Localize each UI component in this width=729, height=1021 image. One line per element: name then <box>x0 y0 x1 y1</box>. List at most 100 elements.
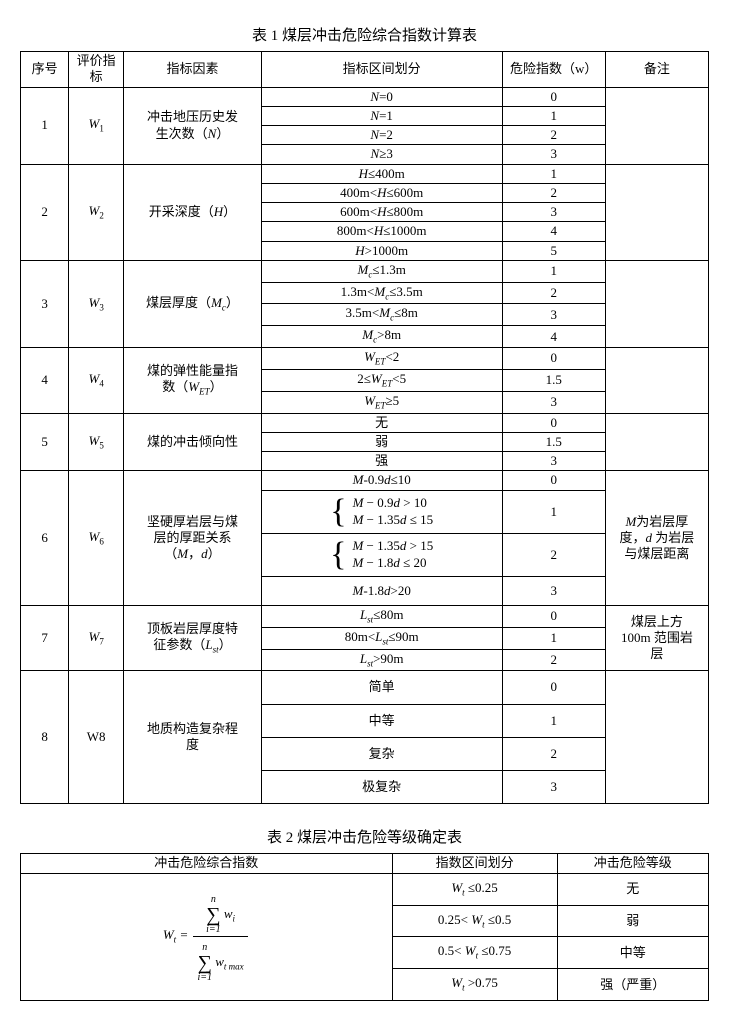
idx: 1 <box>502 106 605 125</box>
note-5 <box>605 413 708 471</box>
seq-1: 1 <box>21 87 69 164</box>
factor-6: 坚硬厚岩层与煤层的厚距关系（M，d） <box>124 471 262 606</box>
metric-6: W6 <box>69 471 124 606</box>
metric-2: W2 <box>69 164 124 260</box>
idx: 3 <box>502 304 605 326</box>
th-interval: 指标区间划分 <box>261 52 502 88</box>
seq-8: 8 <box>21 671 69 804</box>
idx: 1.5 <box>502 369 605 391</box>
metric-4: W4 <box>69 348 124 414</box>
iv: 简单 <box>261 671 502 704</box>
table2: 冲击危险综合指数 指数区间划分 冲击危险等级 Wt = n ∑ i=1 wi <box>20 853 709 1001</box>
iv: Mc>8m <box>261 326 502 348</box>
factor-8: 地质构造复杂程度 <box>124 671 262 804</box>
iv: 80m<Lst≤90m <box>261 627 502 649</box>
note-2 <box>605 164 708 260</box>
t2-lv: 强（严重） <box>557 969 708 1001</box>
table1: 序号 评价指标 指标因素 指标区间划分 危险指数（w） 备注 1 W1 冲击地压… <box>20 51 709 804</box>
iv: 2≤WET<5 <box>261 369 502 391</box>
th-note: 备注 <box>605 52 708 88</box>
iv: H≤400m <box>261 164 502 183</box>
seq-5: 5 <box>21 413 69 471</box>
metric-8: W8 <box>69 671 124 804</box>
idx: 3 <box>502 203 605 222</box>
th2-level: 冲击危险等级 <box>557 854 708 873</box>
th2-interval: 指数区间划分 <box>392 854 557 873</box>
iv: WET≥5 <box>261 391 502 413</box>
idx: 2 <box>502 533 605 576</box>
factor-3: 煤层厚度（Mc） <box>124 260 262 347</box>
iv: 800m<H≤1000m <box>261 222 502 241</box>
metric-3: W3 <box>69 260 124 347</box>
th-seq: 序号 <box>21 52 69 88</box>
idx: 4 <box>502 222 605 241</box>
note-6: M为岩层厚度，d 为岩层与煤层距离 <box>605 471 708 606</box>
t2-iv: Wt ≤0.25 <box>392 873 557 905</box>
metric-1: W1 <box>69 87 124 164</box>
th-factor: 指标因素 <box>124 52 262 88</box>
th-index: 危险指数（w） <box>502 52 605 88</box>
table1-header-row: 序号 评价指标 指标因素 指标区间划分 危险指数（w） 备注 <box>21 52 709 88</box>
iv: 1.3m<Mc≤3.5m <box>261 282 502 304</box>
idx: 0 <box>502 87 605 106</box>
seq-6: 6 <box>21 471 69 606</box>
t2-iv: Wt >0.75 <box>392 969 557 1001</box>
idx: 1.5 <box>502 432 605 451</box>
t2-lv: 弱 <box>557 905 708 937</box>
idx: 2 <box>502 282 605 304</box>
iv: 400m<H≤600m <box>261 183 502 202</box>
iv: Mc≤1.3m <box>261 260 502 282</box>
idx: 1 <box>502 490 605 533</box>
idx: 4 <box>502 326 605 348</box>
idx: 3 <box>502 391 605 413</box>
seq-7: 7 <box>21 605 69 671</box>
iv: 复杂 <box>261 737 502 770</box>
factor-1: 冲击地压历史发生次数（N） <box>124 87 262 164</box>
idx: 1 <box>502 704 605 737</box>
idx: 2 <box>502 737 605 770</box>
iv: M-0.9d≤10 <box>261 471 502 490</box>
t2-lv: 无 <box>557 873 708 905</box>
iv: Lst≤80m <box>261 605 502 627</box>
idx: 0 <box>502 413 605 432</box>
iv: 3.5m<Mc≤8m <box>261 304 502 326</box>
metric-5: W5 <box>69 413 124 471</box>
metric-7: W7 <box>69 605 124 671</box>
t2-iv: 0.5< Wt ≤0.75 <box>392 937 557 969</box>
iv: 中等 <box>261 704 502 737</box>
t2-lv: 中等 <box>557 937 708 969</box>
iv: N=2 <box>261 126 502 145</box>
idx: 1 <box>502 627 605 649</box>
idx: 3 <box>502 771 605 804</box>
idx: 2 <box>502 183 605 202</box>
seq-2: 2 <box>21 164 69 260</box>
table2-header-row: 冲击危险综合指数 指数区间划分 冲击危险等级 <box>21 854 709 873</box>
seq-3: 3 <box>21 260 69 347</box>
idx: 2 <box>502 649 605 671</box>
table1-title: 表 1 煤层冲击危险综合指数计算表 <box>20 24 709 45</box>
iv: H>1000m <box>261 241 502 260</box>
iv: 弱 <box>261 432 502 451</box>
iv: N=0 <box>261 87 502 106</box>
iv: 600m<H≤800m <box>261 203 502 222</box>
factor-4: 煤的弹性能量指数（WET） <box>124 348 262 414</box>
factor-7: 顶板岩层厚度特征参数（Lst） <box>124 605 262 671</box>
table2-title: 表 2 煤层冲击危险等级确定表 <box>20 826 709 847</box>
idx: 5 <box>502 241 605 260</box>
idx: 0 <box>502 605 605 627</box>
note-3 <box>605 260 708 347</box>
idx: 1 <box>502 260 605 282</box>
iv: N≥3 <box>261 145 502 164</box>
iv: 极复杂 <box>261 771 502 804</box>
idx: 3 <box>502 452 605 471</box>
formula-cell: Wt = n ∑ i=1 wi <box>21 873 393 1000</box>
note-1 <box>605 87 708 164</box>
iv: { M − 1.35d > 15 M − 1.8d ≤ 20 <box>261 533 502 576</box>
iv: 无 <box>261 413 502 432</box>
idx: 0 <box>502 348 605 370</box>
iv: 强 <box>261 452 502 471</box>
iv: N=1 <box>261 106 502 125</box>
idx: 2 <box>502 126 605 145</box>
t2-iv: 0.25< Wt ≤0.5 <box>392 905 557 937</box>
th2-idx: 冲击危险综合指数 <box>21 854 393 873</box>
